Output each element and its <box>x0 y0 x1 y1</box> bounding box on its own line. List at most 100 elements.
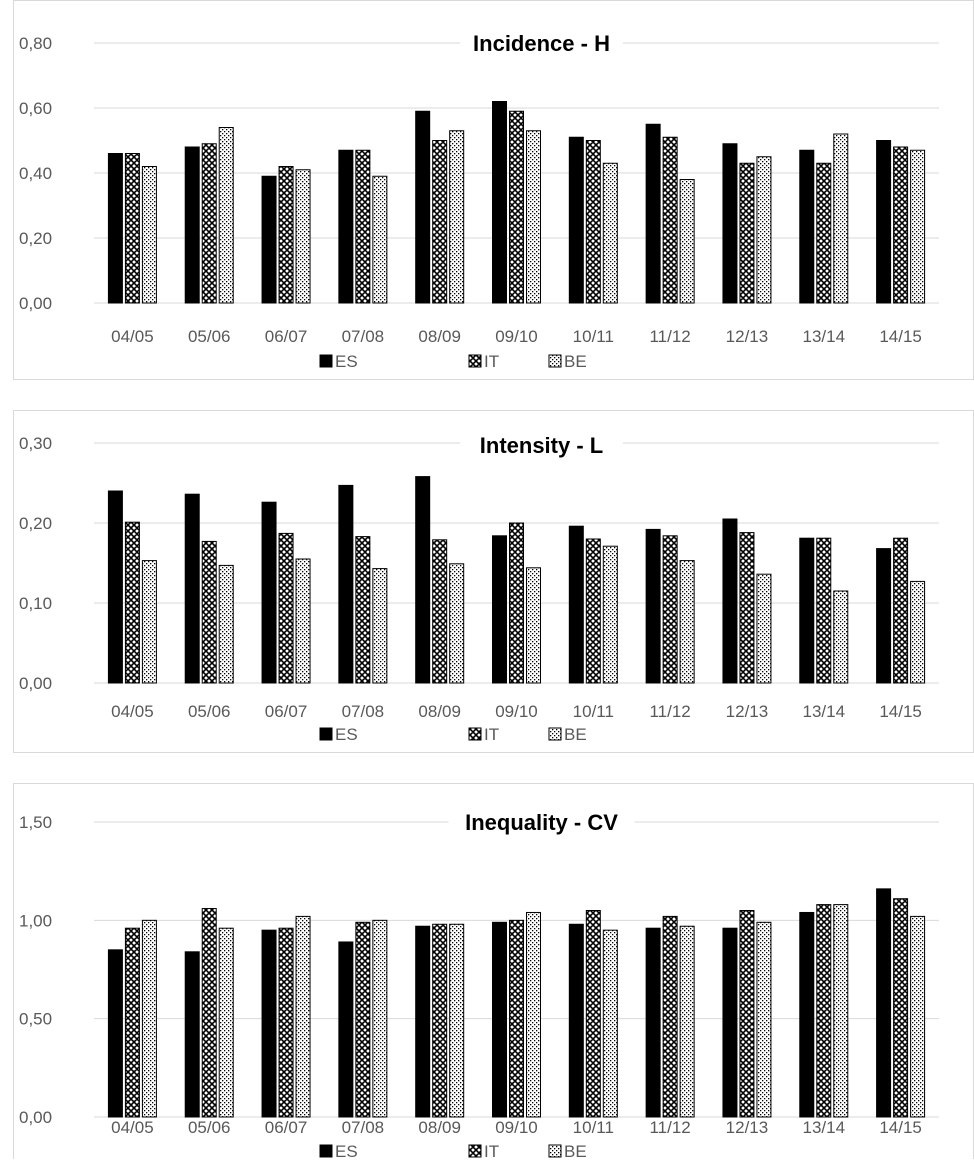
bar-it-04/05 <box>124 927 140 1118</box>
bar-it-14/15 <box>893 146 909 304</box>
bar-it-07/08 <box>355 149 371 304</box>
legend-label-be: BE <box>564 725 587 744</box>
title-backing <box>460 431 623 459</box>
bar-it-10/11 <box>585 140 601 304</box>
title-backing <box>460 29 623 57</box>
bar-it-09/10 <box>509 919 524 1118</box>
y-tick-label: 0,00 <box>19 674 52 693</box>
legend-label-it: IT <box>484 1142 499 1160</box>
bar-be-06/07 <box>295 915 311 1118</box>
bar-be-14/15 <box>910 149 926 304</box>
incidence-chart-panel: 0,00 0,20 0,40 0,60 0,80 04/05 05/06 06/07 07/08… <box>13 0 974 380</box>
x-tick-label: 09/10 <box>495 1118 538 1137</box>
x-tick-label: 14/15 <box>879 327 922 346</box>
bar-es-11/12 <box>645 927 661 1118</box>
bar-be-05/06 <box>218 927 234 1118</box>
bar-it-06/07 <box>278 532 294 684</box>
legend-label-be: BE <box>564 352 587 371</box>
bar-it-05/06 <box>201 908 217 1118</box>
bar-be-13/14 <box>833 590 849 684</box>
inequality-chart: 0,00 0,50 1,00 1,50 04/05 05/06 06/07 07/08 08/0… <box>19 808 939 1160</box>
x-tick-label: 13/14 <box>802 327 845 346</box>
bar-be-06/07 <box>295 558 311 684</box>
y-tick-label: 0,10 <box>19 594 52 613</box>
bar-es-05/06 <box>184 493 200 684</box>
bar-es-04/05 <box>107 949 123 1118</box>
x-tick-label: 05/06 <box>188 327 231 346</box>
bar-be-04/05 <box>141 166 157 304</box>
bar-it-12/13 <box>739 910 755 1118</box>
x-tick-label: 05/06 <box>188 1118 231 1137</box>
legend-label-it: IT <box>484 725 499 744</box>
bar-be-13/14 <box>833 904 849 1118</box>
bar-it-04/05 <box>124 153 140 304</box>
x-tick-label: 04/05 <box>111 1118 154 1137</box>
x-tick-label: 04/05 <box>111 702 154 721</box>
x-tick-label: 06/07 <box>265 1118 308 1137</box>
y-tick-label: 0,60 <box>19 99 52 118</box>
bar-be-13/14 <box>833 133 849 304</box>
x-tick-label: 07/08 <box>342 327 385 346</box>
bar-it-14/15 <box>893 537 909 684</box>
legend-swatch-es <box>319 1144 333 1158</box>
bar-es-12/13 <box>722 927 738 1118</box>
bar-be-08/09 <box>449 563 465 684</box>
legend-label-be: BE <box>564 1142 587 1160</box>
bar-es-08/09 <box>415 925 431 1118</box>
bar-be-07/08 <box>372 919 388 1118</box>
bar-be-14/15 <box>910 580 926 684</box>
incidence-chart: 0,00 0,20 0,40 0,60 0,80 04/05 05/06 06/07 07/08… <box>19 29 939 371</box>
bar-it-11/12 <box>662 915 678 1118</box>
x-tick-label: 12/13 <box>726 702 769 721</box>
y-tick-label: 0,50 <box>19 1010 52 1029</box>
bar-es-14/15 <box>876 888 892 1118</box>
bar-it-13/14 <box>816 904 832 1118</box>
bar-be-07/08 <box>372 175 388 304</box>
bar-it-07/08 <box>355 536 371 684</box>
bar-es-06/07 <box>261 175 277 304</box>
y-tick-label: 0,00 <box>19 1108 52 1127</box>
bar-it-09/10 <box>509 522 524 684</box>
inequality-chart-panel: 0,00 0,50 1,00 1,50 04/05 05/06 06/07 07/08 08/0… <box>13 783 974 1160</box>
bar-it-05/06 <box>201 143 217 304</box>
chart-title: Incidence - H <box>473 31 610 56</box>
bar-be-04/05 <box>141 560 157 684</box>
bar-es-06/07 <box>261 501 277 684</box>
bar-es-14/15 <box>876 548 892 684</box>
bar-be-14/15 <box>910 915 926 1118</box>
bar-es-13/14 <box>799 537 815 684</box>
bar-es-05/06 <box>184 951 200 1118</box>
bar-es-10/11 <box>568 136 584 304</box>
bar-it-05/06 <box>201 540 217 684</box>
bar-it-11/12 <box>662 535 678 684</box>
x-tick-label: 08/09 <box>418 327 461 346</box>
legend-label-es: ES <box>335 1142 358 1160</box>
bar-it-09/10 <box>509 110 524 304</box>
bar-it-08/09 <box>432 923 448 1118</box>
bar-it-06/07 <box>278 927 294 1118</box>
bar-es-13/14 <box>799 149 815 304</box>
legend-swatch-be <box>548 727 562 741</box>
y-tick-label: 0,20 <box>19 514 52 533</box>
x-tick-label: 14/15 <box>879 1118 922 1137</box>
bar-be-10/11 <box>602 162 618 304</box>
legend-swatch-it <box>468 727 482 741</box>
y-tick-label: 0,20 <box>19 229 52 248</box>
bar-be-11/12 <box>679 560 695 684</box>
bar-it-13/14 <box>816 537 832 684</box>
legend-swatch-es <box>319 727 333 741</box>
x-tick-label: 10/11 <box>573 327 614 346</box>
bar-be-07/08 <box>372 568 388 684</box>
bar-be-10/11 <box>602 929 618 1118</box>
y-tick-label: 0,40 <box>19 164 52 183</box>
chart-title: Inequality - CV <box>465 810 618 835</box>
legend-swatch-it <box>468 354 482 368</box>
bar-it-08/09 <box>432 539 448 684</box>
bar-be-09/10 <box>526 911 541 1118</box>
bar-es-10/11 <box>568 525 584 684</box>
x-tick-label: 11/12 <box>649 1118 690 1137</box>
x-tick-label: 13/14 <box>802 702 845 721</box>
bar-it-11/12 <box>662 136 678 304</box>
bar-it-10/11 <box>585 538 601 684</box>
x-tick-label: 14/15 <box>879 702 922 721</box>
